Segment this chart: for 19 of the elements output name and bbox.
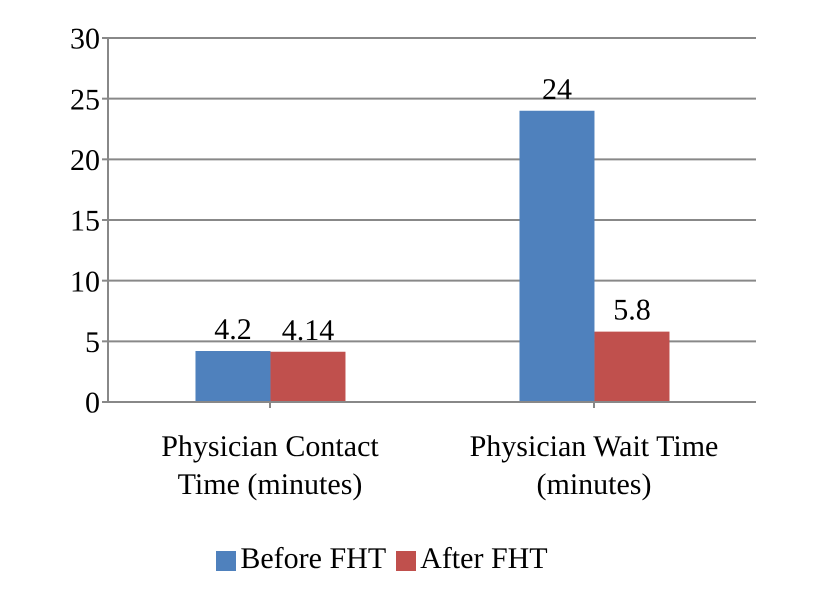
y-tick-label: 30 <box>70 22 100 56</box>
legend-label: Before FHT <box>240 542 386 575</box>
data-label: 4.14 <box>282 314 334 347</box>
y-tick-label: 25 <box>70 83 100 116</box>
data-label: 5.8 <box>613 294 651 327</box>
data-label: 24 <box>542 72 572 106</box>
y-tick-label: 20 <box>70 144 100 177</box>
y-tick-label: 15 <box>70 204 100 238</box>
y-tick-label: 0 <box>85 386 100 420</box>
legend-label: After FHT <box>420 542 548 575</box>
y-tick-label: 5 <box>85 326 100 359</box>
x-tick-label: Physician Contact Time (minutes) <box>161 430 380 501</box>
x-tick-label: Physician Wait Time (minutes) <box>470 430 718 501</box>
data-label: 4.2 <box>214 313 252 346</box>
bar <box>195 351 270 402</box>
y-tick-label: 10 <box>70 265 100 298</box>
bar <box>270 352 346 402</box>
bar <box>519 110 594 402</box>
bar <box>594 332 670 402</box>
